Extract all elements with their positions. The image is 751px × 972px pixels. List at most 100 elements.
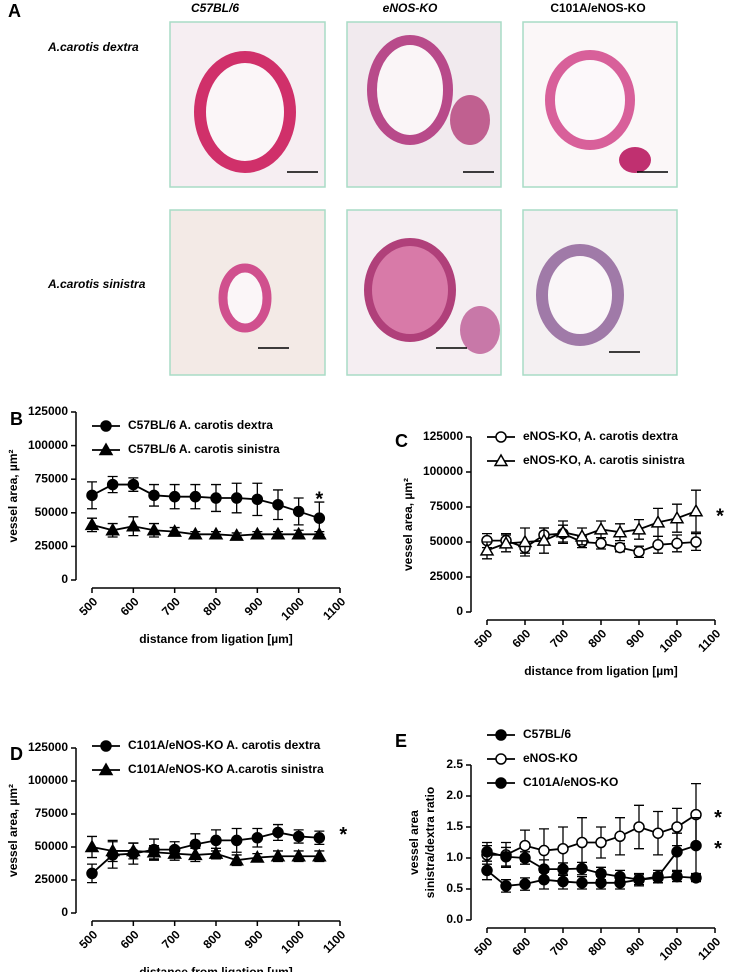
- histology-images: [169, 21, 678, 376]
- marker: [106, 478, 119, 491]
- x-tick-label: 500: [76, 594, 100, 618]
- y-tick-label: 0: [61, 905, 68, 919]
- x-tick-label: 1000: [657, 626, 686, 655]
- x-tick-label: 600: [509, 626, 533, 650]
- series-line: [91, 483, 320, 520]
- marker: [555, 524, 571, 538]
- y-tick-label: 0.0: [446, 912, 463, 926]
- vessel-ring: [545, 50, 635, 150]
- marker: [557, 842, 569, 855]
- marker: [210, 834, 222, 847]
- y-tick-label: 100000: [28, 438, 68, 452]
- y-tick-label: 125000: [28, 740, 68, 754]
- vessel-ring: [364, 238, 456, 342]
- marker: [189, 490, 202, 503]
- y-tick-label: 25000: [430, 569, 464, 583]
- annotation: *: [716, 505, 724, 527]
- column-header: C101A/eNOS-KO: [550, 1, 645, 15]
- marker: [292, 830, 305, 843]
- marker: [690, 839, 702, 852]
- marker: [595, 537, 607, 550]
- x-tick-label: 500: [76, 927, 100, 951]
- legend-label: eNOS-KO: [523, 751, 578, 765]
- marker: [312, 848, 327, 862]
- y-axis-label: sinistra/dextra ratio: [423, 787, 437, 898]
- y-axis-label: vessel area, µm²: [6, 450, 20, 543]
- row-label: A.carotis dextra: [47, 40, 139, 54]
- y-tick-label: 75000: [35, 471, 69, 485]
- marker: [167, 524, 182, 537]
- marker: [593, 521, 609, 535]
- x-tick-label: 600: [118, 927, 142, 951]
- y-tick-label: 1.5: [446, 819, 463, 833]
- marker: [669, 510, 685, 524]
- marker: [230, 492, 243, 504]
- marker: [614, 830, 626, 843]
- marker: [86, 489, 98, 502]
- x-tick-label: 1000: [657, 934, 686, 963]
- legend-label: C57BL/6 A. carotis dextra: [128, 418, 273, 432]
- y-axis-label: vessel area: [407, 810, 421, 875]
- legend-label: C101A/eNOS-KO A. carotis dextra: [128, 738, 321, 752]
- marker: [595, 836, 607, 849]
- marker: [126, 843, 141, 857]
- chart: E 0.0 0.5 1.0 1.5 2.0 2.5 500 600 700 800 900 1000 11…: [395, 727, 724, 963]
- marker: [188, 847, 203, 861]
- vessel-ring: [218, 263, 272, 333]
- marker: [479, 542, 495, 556]
- vessel-ring: [194, 51, 296, 173]
- x-tick-label: 500: [471, 934, 495, 958]
- panel-letter: E: [395, 731, 407, 751]
- panel-letter: A: [8, 1, 21, 21]
- y-tick-label: 75000: [35, 806, 69, 820]
- marker: [576, 877, 588, 889]
- vessel-ring: [367, 35, 453, 145]
- y-tick-label: 125000: [28, 404, 68, 418]
- marker: [538, 844, 550, 857]
- x-axis-label: distance from ligation [µm]: [139, 632, 293, 646]
- marker: [690, 872, 702, 884]
- marker: [519, 839, 531, 852]
- legend-marker: [100, 420, 112, 432]
- marker: [517, 534, 533, 548]
- marker: [250, 850, 265, 863]
- marker: [557, 863, 569, 875]
- marker: [251, 493, 264, 506]
- legend-label: eNOS-KO, A. carotis dextra: [523, 429, 678, 443]
- series-line: [487, 813, 697, 856]
- marker: [84, 839, 100, 853]
- marker: [576, 862, 588, 875]
- annotation: *: [714, 838, 722, 860]
- marker: [671, 821, 683, 833]
- legend-marker: [495, 753, 507, 765]
- annotation: *: [339, 824, 347, 846]
- y-tick-label: 2.5: [446, 757, 463, 771]
- column-header: C57BL/6: [191, 1, 239, 15]
- legend-marker: [495, 431, 507, 443]
- marker: [270, 526, 286, 540]
- marker: [688, 503, 704, 517]
- chart: C 0 25000 50000 75000 100000 125000 500 600 700 80…: [395, 429, 724, 678]
- marker: [291, 526, 306, 540]
- chart: D 0 25000 50000 75000 100000 125000 500 600 700 80…: [6, 738, 348, 972]
- series-line: [486, 844, 697, 881]
- y-tick-label: 25000: [35, 539, 69, 553]
- y-tick-label: 0: [61, 572, 68, 586]
- marker: [671, 537, 683, 550]
- marker: [519, 878, 531, 890]
- x-tick-label: 700: [159, 927, 183, 951]
- panel-letter: D: [10, 744, 23, 764]
- x-tick-label: 800: [200, 594, 224, 618]
- series-line: [91, 831, 320, 875]
- marker: [148, 489, 160, 502]
- legend-marker: [100, 740, 112, 752]
- panel-letter: C: [395, 431, 408, 451]
- x-tick-label: 1000: [278, 927, 307, 956]
- annotation: *: [315, 488, 323, 510]
- marker: [312, 526, 327, 540]
- x-tick-label: 800: [585, 934, 609, 958]
- y-tick-label: 50000: [35, 505, 69, 519]
- marker: [574, 528, 590, 542]
- series-line: [91, 524, 320, 537]
- y-tick-label: 125000: [423, 429, 463, 443]
